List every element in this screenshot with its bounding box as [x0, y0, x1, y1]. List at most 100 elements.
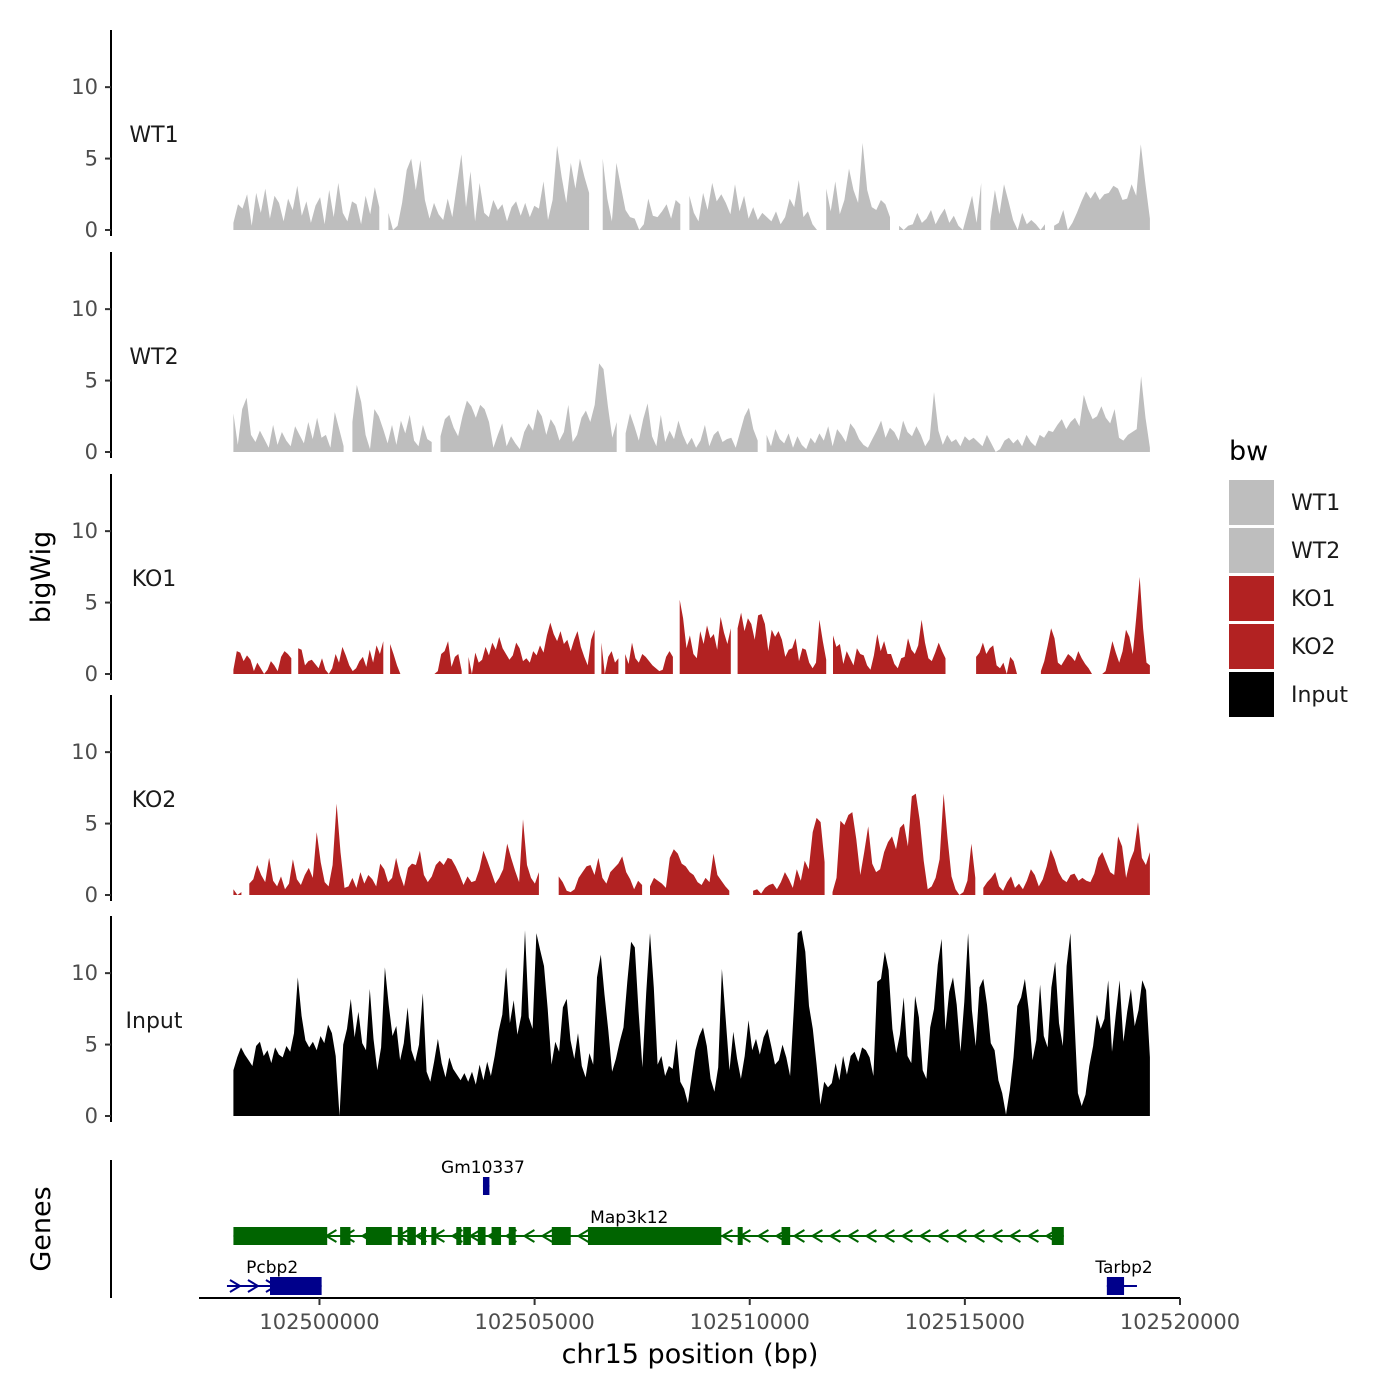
legend-label-wt1: WT1: [1291, 491, 1340, 516]
strand-chevron: [522, 1229, 535, 1243]
gene-label-gm10337: Gm10337: [441, 1158, 525, 1178]
y-tick-label: 5: [85, 812, 98, 836]
legend-title: bw: [1229, 436, 1268, 467]
gene-exon: [397, 1227, 403, 1245]
y-tick-label: 5: [85, 369, 98, 393]
strand-chevron: [846, 1229, 859, 1243]
track-label-ko1: KO1: [132, 567, 177, 592]
coverage-area-ko2: [233, 793, 1150, 895]
track-panel-input: 0 5 10 Input: [71, 916, 1150, 1128]
y-tick-label: 0: [85, 218, 98, 242]
gene-gm10337: Gm10337: [441, 1158, 525, 1195]
x-tick-label: 102500000: [259, 1310, 379, 1334]
y-tick-label: 5: [85, 591, 98, 615]
gene-label-tarbp2: Tarbp2: [1094, 1258, 1152, 1278]
track-panel-ko2: 0 5 10 KO2: [71, 695, 1150, 907]
coverage-area-wt1: [233, 142, 1150, 230]
gene-exon: [456, 1227, 462, 1245]
strand-chevron: [918, 1229, 931, 1243]
gene-exon: [340, 1227, 351, 1245]
x-tick-label: 102515000: [905, 1310, 1025, 1334]
gene-label-map3k12: Map3k12: [590, 1208, 668, 1228]
strand-chevron: [828, 1229, 841, 1243]
legend-label-ko1: KO1: [1291, 587, 1336, 612]
gene-exon: [508, 1227, 516, 1245]
track-label-wt1: WT1: [129, 123, 178, 148]
strand-chevron: [792, 1229, 805, 1243]
strand-chevron: [756, 1229, 769, 1243]
gene-exon: [587, 1227, 722, 1245]
strand-chevron: [247, 1279, 260, 1293]
legend-key-ko2: [1229, 624, 1274, 669]
y-tick-label: 0: [85, 440, 98, 464]
strand-chevron: [900, 1229, 913, 1243]
gene-exon: [477, 1227, 486, 1245]
gene-exon: [781, 1227, 791, 1245]
strand-chevron: [882, 1229, 895, 1243]
gene-exon: [482, 1177, 490, 1195]
y-tick-label: 5: [85, 1033, 98, 1057]
coverage-area-input: [233, 930, 1150, 1116]
gene-tarbp2: Tarbp2: [1094, 1258, 1153, 1295]
tracks-layer: 0 5 10 WT1 0 5 10 WT2 0 5 10 KO1 0 5 10 KO2 0 5 10 Input: [71, 30, 1150, 1128]
y-tick-label: 10: [71, 297, 98, 321]
y-tick-label: 10: [71, 961, 98, 985]
track-label-wt2: WT2: [129, 345, 178, 370]
legend-label-input: Input: [1291, 683, 1348, 708]
x-tick-label: 102505000: [474, 1310, 594, 1334]
strand-chevron: [864, 1229, 877, 1243]
x-tick-label: 102510000: [690, 1310, 810, 1334]
y-tick-label: 10: [71, 740, 98, 764]
gene-exon: [737, 1227, 743, 1245]
strand-chevron: [720, 1229, 733, 1243]
gene-label-pcbp2: Pcbp2: [246, 1258, 298, 1278]
gene-exon: [407, 1227, 416, 1245]
y-tick-label: 0: [85, 883, 98, 907]
genes-layer: Gm10337 Map3k12 Pcbp2 Tarbp2: [110, 1158, 1153, 1298]
y-tick-label: 5: [85, 147, 98, 171]
gene-pcbp2: Pcbp2: [226, 1258, 322, 1295]
gene-exon: [421, 1227, 427, 1245]
strand-chevron: [229, 1279, 242, 1293]
x-axis: 102500000 102505000 102510000 102515000 1025…: [199, 1297, 1240, 1334]
x-tick-label: 102520000: [1120, 1310, 1240, 1334]
track-label-input: Input: [126, 1009, 183, 1034]
coverage-area-wt2: [233, 363, 1150, 452]
strand-chevron: [576, 1229, 589, 1243]
y-tick-label: 0: [85, 662, 98, 686]
gene-exon: [1051, 1227, 1064, 1245]
legend-key-wt2: [1229, 528, 1274, 573]
gene-exon: [269, 1277, 322, 1295]
strand-chevron: [1008, 1229, 1021, 1243]
y-axis-title: bigWig: [26, 531, 57, 624]
gene-exon: [551, 1227, 571, 1245]
strand-chevron: [1026, 1229, 1039, 1243]
gene-exon: [1106, 1277, 1125, 1295]
track-panel-wt1: 0 5 10 WT1: [71, 30, 1150, 242]
legend-label-ko2: KO2: [1291, 635, 1336, 660]
y-tick-label: 10: [71, 519, 98, 543]
y-tick-label: 0: [85, 1104, 98, 1128]
strand-chevron: [990, 1229, 1003, 1243]
track-label-ko2: KO2: [132, 788, 177, 813]
y-tick-label: 10: [71, 75, 98, 99]
legend-key-ko1: [1229, 576, 1274, 621]
legend-key-wt1: [1229, 480, 1274, 525]
legend: bw WT1 WT2 KO1 KO2 Input: [1229, 436, 1348, 717]
gene-exon: [491, 1227, 502, 1245]
legend-label-wt2: WT2: [1291, 539, 1340, 564]
strand-chevron: [810, 1229, 823, 1243]
coverage-area-ko1: [233, 576, 1150, 674]
x-axis-title: chr15 position (bp): [562, 1339, 819, 1370]
track-panel-ko1: 0 5 10 KO1: [71, 474, 1150, 686]
legend-key-input: [1229, 672, 1274, 717]
gene-exon: [365, 1227, 392, 1245]
strand-chevron: [972, 1229, 985, 1243]
gene-exon: [431, 1227, 437, 1245]
track-panel-wt2: 0 5 10 WT2: [71, 252, 1150, 464]
gene-exon: [233, 1227, 328, 1245]
gene-map3k12: Map3k12: [233, 1208, 1064, 1245]
strand-chevron: [936, 1229, 949, 1243]
strand-chevron: [954, 1229, 967, 1243]
